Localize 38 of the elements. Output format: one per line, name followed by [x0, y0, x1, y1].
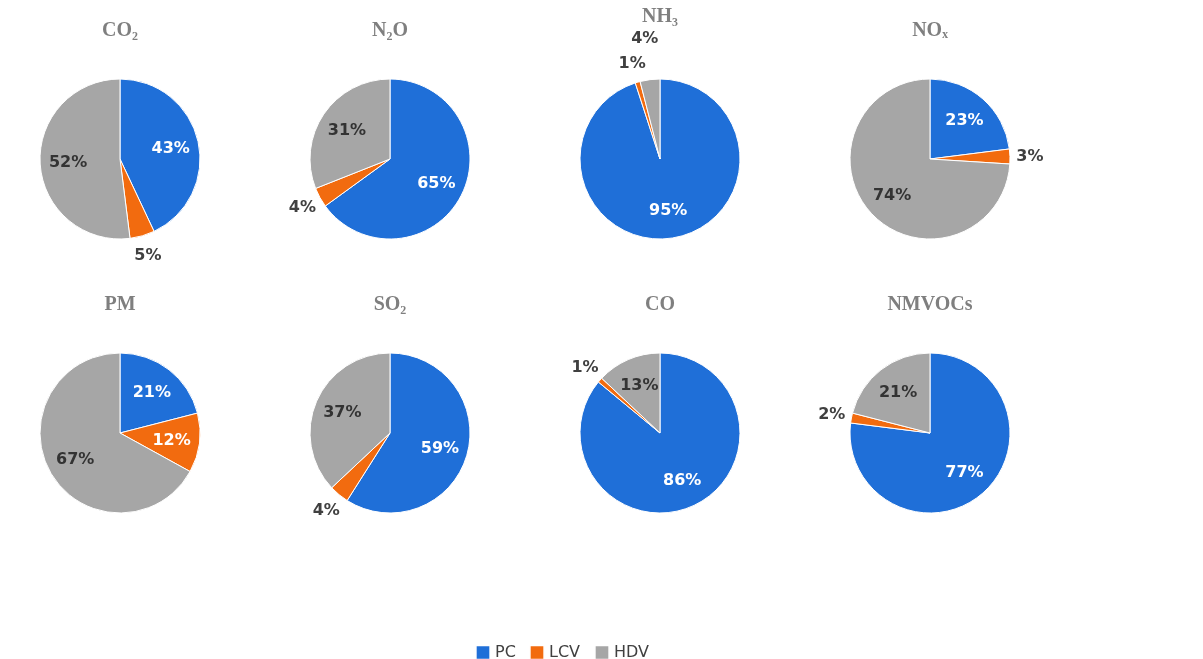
- data-label: 65%: [417, 172, 456, 192]
- pie-slice: [579, 78, 741, 240]
- chart-title: N₂O: [372, 18, 408, 40]
- chart-title: CO₂: [102, 18, 138, 40]
- chart-title: NH₃: [642, 3, 678, 26]
- chart-title: PM: [104, 292, 136, 314]
- data-label: 77%: [945, 462, 984, 482]
- data-label: 1%: [571, 356, 599, 376]
- legend-label: HDV: [614, 642, 650, 659]
- data-label: 2%: [818, 404, 846, 424]
- data-label: 52%: [48, 152, 88, 172]
- data-label: 86%: [662, 470, 702, 490]
- legend-label: LCV: [549, 642, 581, 659]
- data-label: 95%: [648, 200, 688, 220]
- data-label: 12%: [152, 429, 191, 449]
- data-label: 23%: [945, 109, 984, 129]
- data-label: 4%: [312, 500, 340, 520]
- data-label: 4%: [631, 27, 659, 47]
- chart-title: NMVOCs: [887, 292, 973, 314]
- data-label: 67%: [56, 449, 95, 469]
- legend-label: PC: [495, 642, 516, 659]
- data-label: 5%: [134, 245, 162, 265]
- data-label: 13%: [620, 375, 659, 395]
- data-label: 21%: [878, 381, 918, 401]
- data-label: 43%: [151, 137, 190, 157]
- pie-slice: [849, 78, 1011, 240]
- pie-slice: [849, 352, 1011, 514]
- data-label: 59%: [420, 437, 460, 457]
- chart-title: CO: [645, 292, 675, 314]
- data-label: 21%: [132, 381, 172, 401]
- data-label: 37%: [323, 402, 362, 422]
- chart-title: SO₂: [373, 292, 407, 314]
- data-label: 3%: [1016, 145, 1044, 165]
- data-label: 1%: [618, 52, 646, 72]
- data-label: 31%: [327, 119, 367, 139]
- data-label: 4%: [288, 197, 316, 217]
- data-label: 74%: [872, 184, 912, 204]
- chart-title: NOₓ: [912, 18, 949, 40]
